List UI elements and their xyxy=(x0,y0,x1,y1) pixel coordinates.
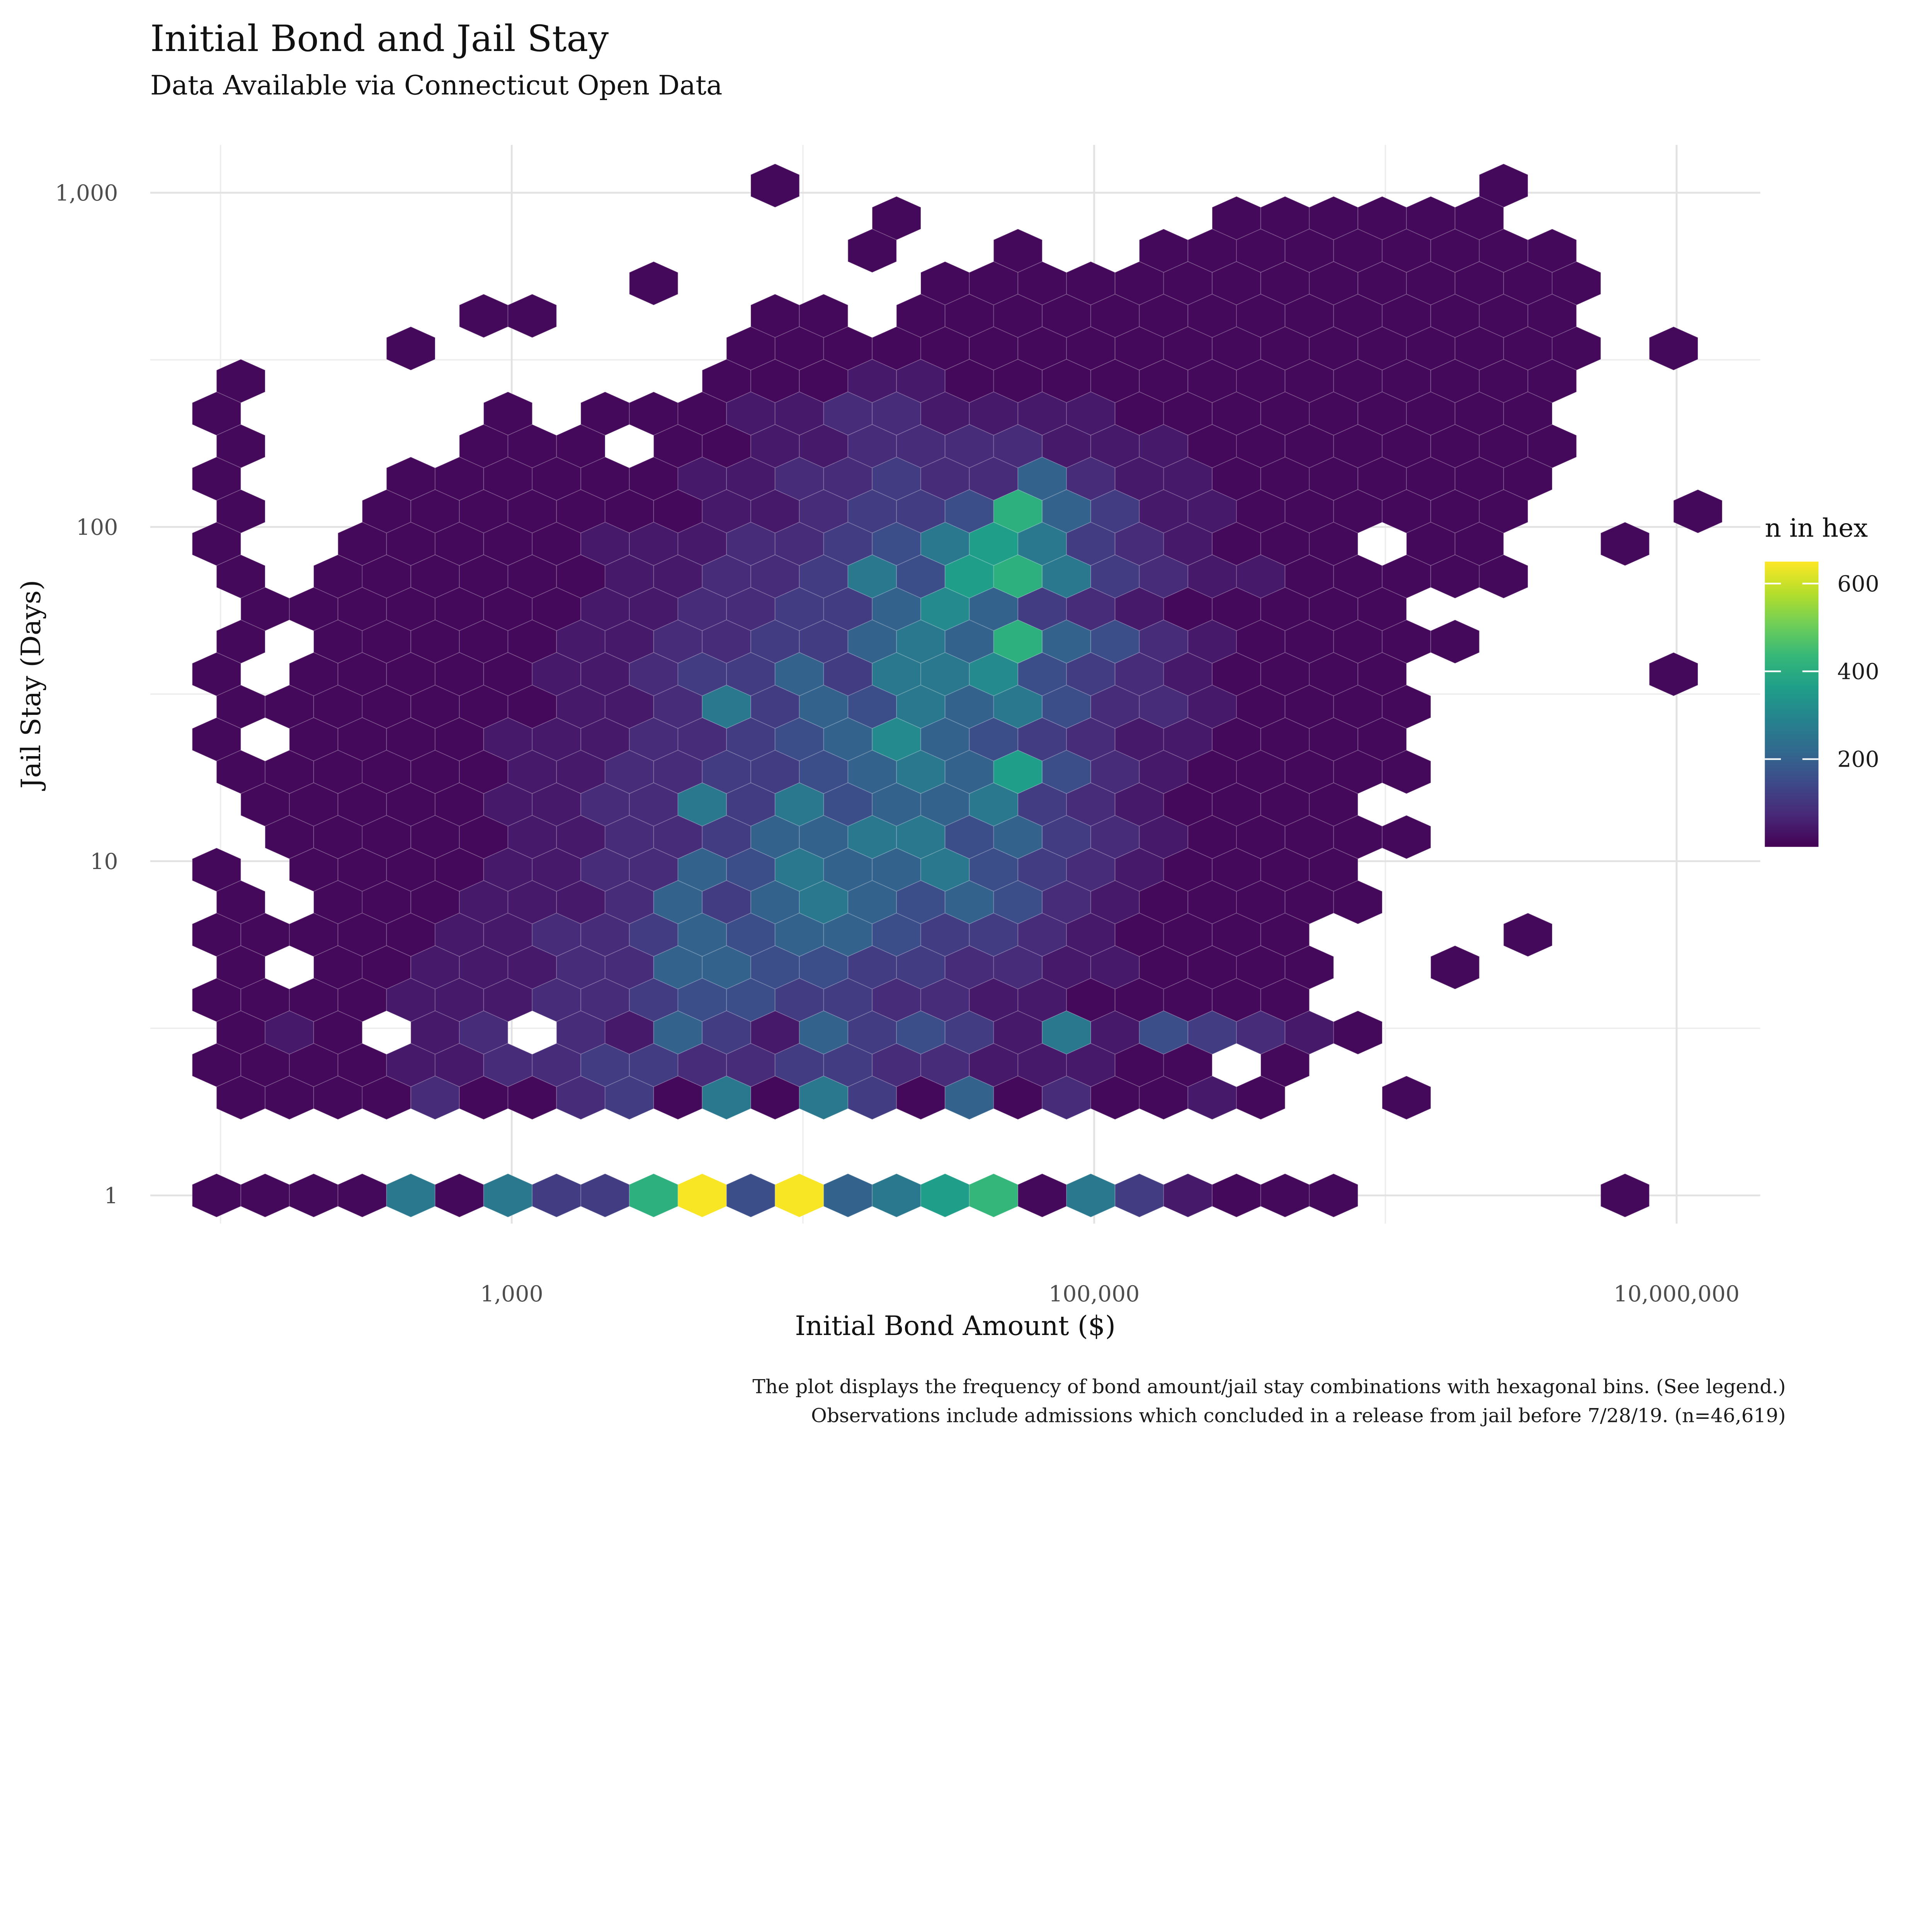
y-tick-label: 1 xyxy=(104,1183,118,1209)
x-tick-label: 10,000,000 xyxy=(1614,1281,1740,1307)
hex-bin xyxy=(726,1173,776,1218)
y-tick-label: 10 xyxy=(90,849,118,874)
y-tick-label: 1,000 xyxy=(55,180,118,206)
hex-bin xyxy=(386,1173,436,1218)
hex-bin xyxy=(1382,750,1431,794)
hex-bin xyxy=(969,1173,1019,1218)
hex-bin xyxy=(1236,1075,1286,1120)
hex-bin xyxy=(1382,815,1431,859)
caption-line-2: Observations include admissions which co… xyxy=(811,1405,1786,1427)
hex-bin xyxy=(1600,1173,1650,1218)
hex-bin xyxy=(847,228,897,273)
hex-bin xyxy=(1673,489,1723,534)
hex-bin xyxy=(386,326,436,371)
hex-bin xyxy=(1382,1075,1431,1120)
x-axis-title: Initial Bond Amount ($) xyxy=(795,1311,1116,1342)
legend: n in hex 200 400 600 xyxy=(1765,513,1879,847)
hex-bin xyxy=(1333,880,1383,925)
hex-bin xyxy=(580,1173,630,1218)
hex-bin xyxy=(1066,1173,1116,1218)
hex-bin xyxy=(337,1173,387,1218)
hex-bin xyxy=(1017,1173,1067,1218)
hex-bin xyxy=(774,1173,824,1218)
hex-bin xyxy=(289,1173,338,1218)
hex-bin xyxy=(823,1173,873,1218)
page-subtitle: Data Available via Connecticut Open Data xyxy=(150,70,723,101)
hex-bin xyxy=(750,163,800,208)
hex-bin xyxy=(1649,326,1699,371)
hex-bin xyxy=(435,1173,484,1218)
hex-bin xyxy=(629,1173,679,1218)
hex-bin xyxy=(920,1173,970,1218)
hexbin-plot: Initial Bond and Jail Stay Data Availabl… xyxy=(16,17,1879,1427)
legend-title: n in hex xyxy=(1765,513,1868,543)
x-tick-label: 100,000 xyxy=(1049,1281,1139,1307)
x-axis: 1,000 100,000 10,000,000 xyxy=(480,1281,1740,1307)
hex-bin xyxy=(1430,619,1480,664)
hex-bin xyxy=(507,294,557,338)
hex-bin xyxy=(629,261,679,306)
legend-gradient-bar xyxy=(1765,561,1819,847)
hex-bin xyxy=(532,1173,582,1218)
hexbin-figure: Initial Bond and Jail Stay Data Availabl… xyxy=(16,17,1879,1427)
legend-tick-label: 200 xyxy=(1837,747,1879,772)
legend-ticks: 200 400 600 xyxy=(1765,571,1879,772)
caption-line-1: The plot displays the frequency of bond … xyxy=(752,1376,1786,1398)
hex-bin xyxy=(1503,912,1553,957)
hex-bin xyxy=(1479,554,1529,599)
hex-bin xyxy=(1333,1010,1383,1055)
hex-bin xyxy=(483,1173,533,1218)
hex-bin xyxy=(1163,1173,1213,1218)
hex-bin xyxy=(240,1173,290,1218)
legend-tick-label: 400 xyxy=(1837,659,1879,685)
hex-bin xyxy=(872,1173,922,1218)
page-title: Initial Bond and Jail Stay xyxy=(150,18,609,60)
y-tick-label: 100 xyxy=(76,515,118,540)
y-axis-title: Jail Stay (Days) xyxy=(16,580,47,791)
hexbin-layer xyxy=(192,163,1723,1218)
hex-bin xyxy=(1260,1173,1310,1218)
hex-bin xyxy=(192,1173,242,1218)
legend-tick-label: 600 xyxy=(1837,571,1879,597)
hex-bin xyxy=(1212,1173,1261,1218)
hex-bin xyxy=(1114,1173,1164,1218)
hex-bin xyxy=(459,294,509,338)
hex-bin xyxy=(1309,1173,1359,1218)
y-axis: 1 10 100 1,000 xyxy=(55,180,118,1209)
x-tick-label: 1,000 xyxy=(480,1281,543,1307)
hex-bin xyxy=(1649,652,1699,697)
hex-bin xyxy=(677,1173,727,1218)
hex-bin xyxy=(1430,945,1480,990)
hex-bin xyxy=(1600,522,1650,566)
